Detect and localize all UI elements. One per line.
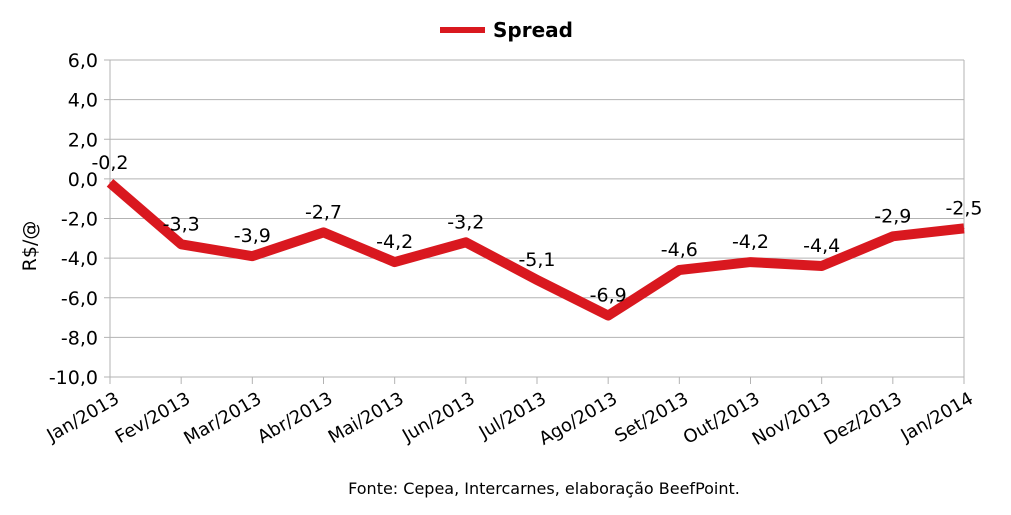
data-label: -4,4 <box>803 235 840 257</box>
data-point <box>536 279 538 281</box>
x-tick-label: Jan/2014 <box>897 388 977 446</box>
data-label: -6,9 <box>590 285 627 307</box>
data-point <box>180 243 182 245</box>
data-label: -0,2 <box>91 152 128 174</box>
y-tick-label: 0,0 <box>68 169 98 191</box>
x-tick-label: Nov/2013 <box>749 388 835 450</box>
y-tick-label: 6,0 <box>68 50 98 72</box>
grid <box>110 59 964 378</box>
data-point <box>750 261 751 263</box>
y-tick-label: -10,0 <box>49 367 98 389</box>
data-label: -3,9 <box>234 225 271 247</box>
x-tick-label: Out/2013 <box>680 388 764 448</box>
data-label: -3,3 <box>163 213 200 235</box>
data-label: -2,9 <box>874 205 911 227</box>
data-label: -3,2 <box>447 211 484 233</box>
x-tick-label: Mar/2013 <box>180 388 265 449</box>
x-tick-label: Dez/2013 <box>821 388 906 449</box>
legend-label: Spread <box>493 18 573 42</box>
data-point <box>323 231 324 233</box>
data-labels: -0,2 -3,3 -3,9 -2,7 -4,2 -3,2 -5,1 -6,9 -4,6 -4,2… <box>91 152 982 307</box>
y-tick-label: -2,0 <box>61 209 98 231</box>
x-tick-label: Ago/2013 <box>536 388 622 449</box>
data-point <box>892 235 894 237</box>
data-label: -4,2 <box>732 231 769 253</box>
data-label: -5,1 <box>518 249 555 271</box>
data-label: -4,2 <box>376 231 413 253</box>
series <box>106 179 965 321</box>
x-tick-label: Abr/2013 <box>254 388 336 448</box>
data-point <box>394 261 396 263</box>
y-tick-label: -8,0 <box>61 327 98 349</box>
data-point <box>465 241 467 243</box>
y-axis-label: R$/@ <box>19 221 41 272</box>
source-note: Fonte: Cepea, Intercarnes, elaboração Be… <box>348 479 740 498</box>
data-label: -2,7 <box>305 201 342 223</box>
x-tick-label: Set/2013 <box>611 388 692 447</box>
x-tick-label: Fev/2013 <box>112 388 194 448</box>
y-tick-label: -4,0 <box>61 248 98 270</box>
data-point <box>607 315 609 317</box>
x-tick-label: Mai/2013 <box>325 388 408 448</box>
data-point <box>251 255 253 257</box>
data-point <box>963 227 965 229</box>
y-tick-label: -6,0 <box>61 288 98 310</box>
legend: Spread <box>440 18 573 42</box>
data-label: -4,6 <box>661 239 698 261</box>
data-point <box>821 265 823 267</box>
x-tick-label: Jun/2013 <box>398 388 479 447</box>
data-point <box>109 182 111 184</box>
y-tick-label: 4,0 <box>68 90 98 112</box>
data-label: -2,5 <box>945 197 982 219</box>
data-point <box>678 269 680 271</box>
x-tick-label: Jan/2013 <box>43 388 123 446</box>
y-tick-label: 2,0 <box>68 129 98 151</box>
